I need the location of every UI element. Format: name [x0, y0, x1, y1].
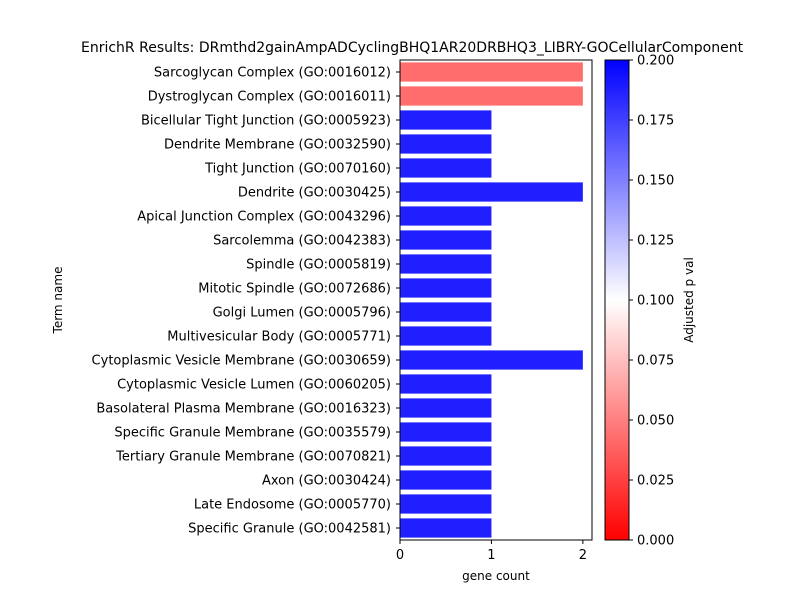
y-tick-label: Specific Granule Membrane (GO:0035579): [114, 426, 391, 441]
y-tick-label: Dystroglycan Complex (GO:0016011): [148, 90, 391, 105]
x-axis-label: gene count: [462, 569, 530, 583]
y-tick-label: Dendrite (GO:0030425): [238, 186, 391, 201]
colorbar-tick-label: 0.200: [637, 54, 674, 69]
bar: [400, 230, 492, 250]
colorbar-tick-label: 0.150: [637, 174, 674, 189]
bar: [400, 446, 492, 466]
bar: [400, 278, 492, 298]
y-tick-label: Mitotic Spindle (GO:0072686): [198, 282, 391, 297]
y-tick-label: Bicellular Tight Junction (GO:0005923): [141, 114, 391, 129]
bar: [400, 86, 583, 106]
bar: [400, 470, 492, 490]
bar: [400, 302, 492, 322]
y-axis-label: Term name: [51, 267, 65, 335]
y-tick-label: Cytoplasmic Vesicle Membrane (GO:0030659…: [92, 354, 391, 369]
y-tick-label: Sarcolemma (GO:0042383): [213, 234, 391, 249]
bar: [400, 494, 492, 514]
x-tick-label: 1: [487, 548, 495, 563]
colorbar-tick-label: 0.000: [637, 534, 674, 549]
y-tick-label: Axon (GO:0030424): [262, 474, 391, 489]
plot-frame: [399, 59, 593, 541]
colorbar-label: Adjusted p val: [682, 257, 696, 343]
y-tick-label: Apical Junction Complex (GO:0043296): [137, 210, 391, 225]
x-tick-label: 0: [396, 548, 404, 563]
bar: [400, 110, 492, 130]
colorbar: [604, 59, 630, 541]
y-tick-label: Sarcoglycan Complex (GO:0016012): [154, 66, 391, 81]
colorbar-tick-label: 0.050: [637, 414, 674, 429]
y-tick-label: Tertiary Granule Membrane (GO:0070821): [115, 450, 391, 465]
y-tick-label: Golgi Lumen (GO:0005796): [213, 306, 391, 321]
x-tick-label: 2: [579, 548, 587, 563]
bar: [400, 62, 583, 82]
bar: [400, 158, 492, 178]
y-tick-label: Cytoplasmic Vesicle Lumen (GO:0060205): [117, 378, 391, 393]
bar: [400, 326, 492, 346]
bar: [400, 374, 492, 394]
y-tick-label: Spindle (GO:0005819): [246, 258, 391, 273]
bar: [400, 254, 492, 274]
bar: [400, 350, 583, 370]
colorbar-tick-label: 0.100: [637, 294, 674, 309]
y-tick-label: Basolateral Plasma Membrane (GO:0016323): [96, 402, 391, 417]
y-tick-label: Multivesicular Body (GO:0005771): [167, 330, 391, 345]
colorbar-ticks: 0.000 0.025 0.050 0.075 0.100 0.125 0.150 0.175…: [629, 54, 674, 549]
colorbar-tick-label: 0.125: [637, 234, 674, 249]
bar: [400, 422, 492, 442]
x-ticks: 0 1 2: [396, 540, 587, 563]
y-tick-label: Dendrite Membrane (GO:0032590): [164, 138, 391, 153]
chart-title: EnrichR Results: DRmthd2gainAmpADCycling…: [81, 40, 744, 56]
colorbar-tick-label: 0.075: [637, 354, 674, 369]
y-tick-label: Tight Junction (GO:0070160): [204, 162, 391, 177]
bar: [400, 518, 492, 538]
colorbar-tick-label: 0.175: [637, 114, 674, 129]
bar: [400, 182, 583, 202]
y-tick-label: Specific Granule (GO:0042581): [188, 522, 391, 537]
bar: [400, 206, 492, 226]
y-tick-labels: Sarcoglycan Complex (GO:0016012) Dystrogl…: [92, 66, 400, 537]
colorbar-tick-label: 0.025: [637, 474, 674, 489]
y-tick-label: Late Endosome (GO:0005770): [194, 498, 391, 513]
bar: [400, 134, 492, 154]
bars-group: [400, 62, 583, 538]
bar: [400, 398, 492, 418]
